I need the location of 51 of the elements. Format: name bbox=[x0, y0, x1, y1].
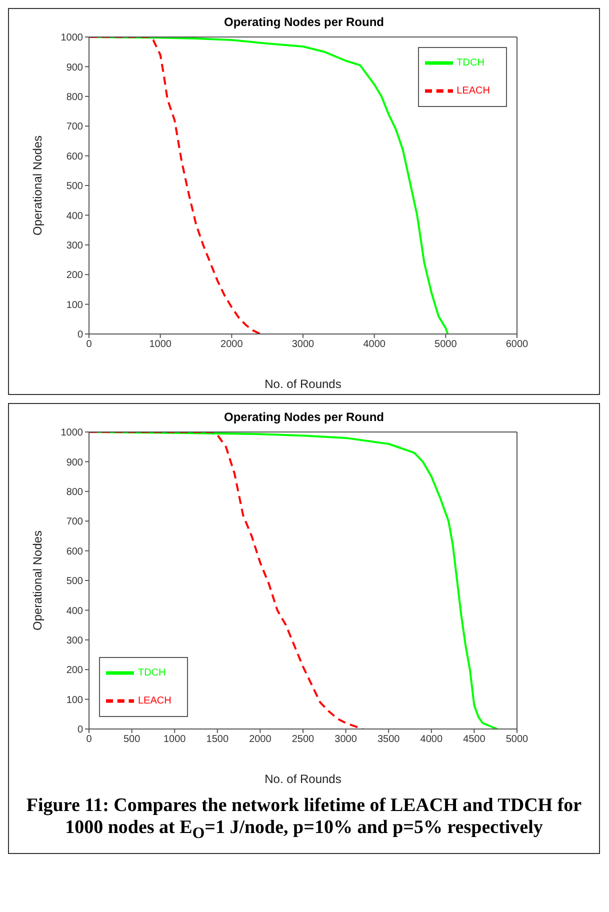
legend-label: LEACH bbox=[138, 696, 172, 707]
x-tick-label: 2000 bbox=[249, 734, 272, 746]
legend-label: TDCH bbox=[456, 58, 484, 69]
y-tick-label: 0 bbox=[77, 724, 84, 736]
y-tick-label: 0 bbox=[77, 330, 84, 341]
legend-label: LEACH bbox=[456, 86, 490, 97]
x-tick-label: 2000 bbox=[220, 339, 244, 350]
x-tick-label: 1000 bbox=[163, 734, 186, 746]
y-tick-label: 600 bbox=[66, 546, 84, 558]
x-tick-label: 0 bbox=[86, 339, 92, 350]
x-tick-label: 6000 bbox=[506, 339, 529, 350]
y-tick-label: 100 bbox=[66, 300, 84, 311]
x-tick-label: 3000 bbox=[334, 734, 358, 746]
y-tick-label: 500 bbox=[66, 576, 84, 588]
x-tick-label: 5000 bbox=[434, 339, 458, 350]
legend-label: TDCH bbox=[138, 668, 166, 679]
x-tick-label: 3000 bbox=[292, 339, 315, 350]
y-tick-label: 100 bbox=[66, 694, 84, 706]
x-axis-title: No. of Rounds bbox=[264, 377, 342, 391]
x-tick-label: 0 bbox=[86, 734, 92, 746]
x-tick-label: 3500 bbox=[377, 734, 400, 746]
y-tick-label: 200 bbox=[66, 665, 84, 676]
y-tick-label: 600 bbox=[66, 151, 84, 162]
y-tick-label: 700 bbox=[66, 122, 84, 133]
chart-title: Operating Nodes per Round bbox=[222, 410, 385, 424]
x-tick-label: 2500 bbox=[292, 734, 315, 746]
x-tick-label: 500 bbox=[123, 734, 141, 746]
y-tick-label: 800 bbox=[66, 486, 84, 498]
y-tick-label: 900 bbox=[66, 62, 84, 74]
y-axis-title: Operational Nodes bbox=[30, 530, 44, 630]
y-tick-label: 800 bbox=[66, 92, 84, 103]
x-tick-label: 1000 bbox=[149, 339, 172, 350]
caption: Figure 11: Compares the network lifetime of LEACH and TDCH for 1000 nodes at E$_{O}$=1 J/node, p=10% and p=5% respectively bbox=[25, 794, 583, 844]
y-tick-label: 500 bbox=[66, 181, 84, 192]
x-tick-label: 1500 bbox=[206, 734, 229, 746]
y-axis-title: Operational Nodes bbox=[30, 135, 44, 236]
x-tick-label: 4500 bbox=[463, 734, 486, 746]
y-tick-label: 300 bbox=[66, 635, 84, 646]
x-tick-label: 4000 bbox=[420, 734, 443, 746]
x-axis-title: No. of Rounds bbox=[264, 772, 342, 786]
y-tick-label: 200 bbox=[66, 270, 84, 282]
y-tick-label: 400 bbox=[66, 210, 84, 222]
chart-title: Operating Nodes per Round bbox=[222, 15, 385, 29]
y-tick-label: 1000 bbox=[60, 32, 84, 44]
x-tick-label: 4000 bbox=[363, 339, 386, 350]
y-tick-label: 900 bbox=[66, 457, 84, 468]
y-tick-label: 300 bbox=[66, 240, 84, 252]
x-tick-label: 5000 bbox=[506, 734, 529, 746]
y-tick-label: 1000 bbox=[60, 428, 84, 439]
y-tick-label: 700 bbox=[66, 516, 84, 528]
y-tick-label: 400 bbox=[66, 606, 84, 617]
